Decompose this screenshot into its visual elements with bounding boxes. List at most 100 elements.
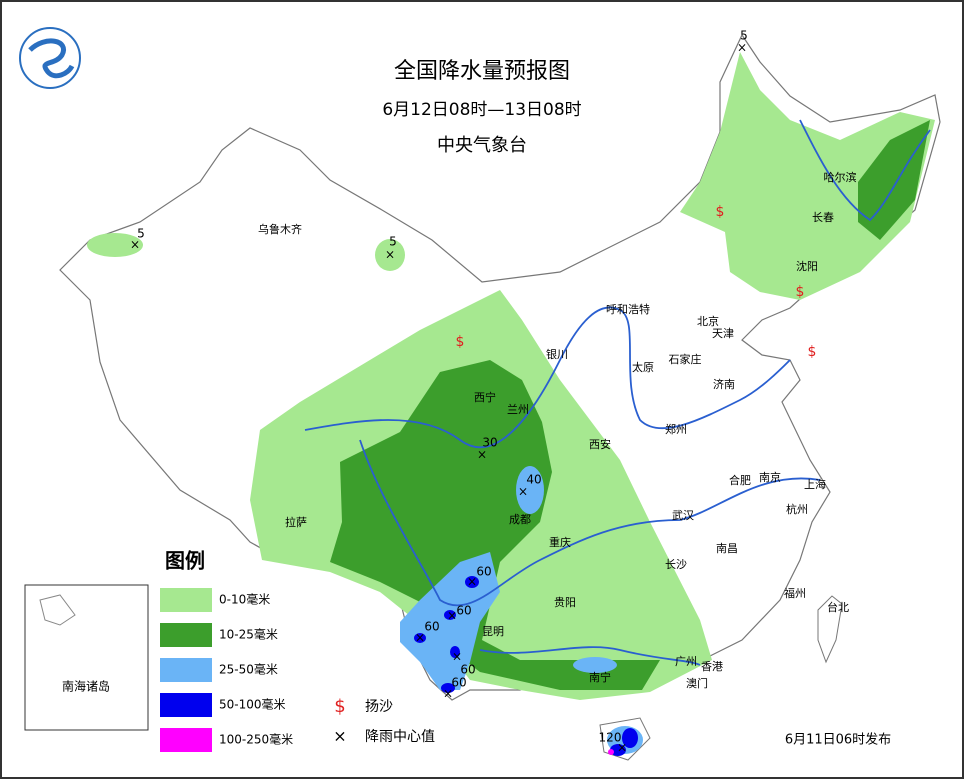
city-label: 南宁	[589, 670, 611, 684]
city-label: 杭州	[786, 502, 808, 516]
rain-center-mark: ×	[130, 238, 140, 252]
pearl-river	[479, 646, 701, 666]
city-label: 西宁	[474, 390, 496, 404]
dust-icon: $	[456, 334, 465, 350]
city-label: 重庆	[549, 535, 571, 549]
rain-center-value: 5	[137, 227, 145, 241]
rain-area	[450, 646, 460, 658]
rain-area	[465, 576, 479, 588]
rain-center-mark: ×	[477, 448, 487, 462]
logo-ring	[19, 27, 81, 89]
legend-symbol-label: 降雨中心值	[365, 729, 435, 745]
city-label: 济南	[713, 377, 735, 391]
city-label: 成都	[509, 513, 531, 526]
logo-swirl	[28, 38, 75, 79]
city-label: 沈阳	[796, 259, 818, 273]
title: 全国降水量预报图	[394, 59, 570, 84]
legend-swatch	[160, 728, 212, 752]
rain-area	[516, 466, 544, 514]
legend-cross-icon: ×	[333, 727, 346, 746]
city-label: 乌鲁木齐	[258, 222, 302, 236]
rain-area	[573, 657, 617, 673]
rain-center-mark: ×	[443, 687, 453, 701]
legend-swatch	[160, 623, 212, 647]
legend-swatch	[160, 588, 212, 612]
rain-center-value: 60	[424, 620, 439, 634]
inset-label: 南海诸岛	[62, 679, 110, 694]
logo	[19, 27, 81, 89]
rain-area	[441, 683, 455, 693]
legend-label: 25-50毫米	[219, 662, 278, 677]
yellow-river	[304, 306, 791, 449]
rain-center-mark: ×	[452, 650, 462, 664]
period: 6月12日08时—13日08时	[382, 100, 581, 120]
rain-center-value: 60	[476, 565, 491, 579]
legend-label: 50-100毫米	[219, 697, 286, 712]
city-label: 南京	[759, 470, 781, 484]
legend-swatch	[160, 693, 212, 717]
rain-center-mark: ×	[518, 485, 528, 499]
city-label: 贵阳	[554, 596, 576, 609]
city-label: 上海	[804, 477, 826, 491]
city-label: 太原	[632, 361, 654, 374]
rain-areas	[87, 52, 935, 756]
city-label: 天津	[712, 327, 734, 340]
legend-swatch	[160, 658, 212, 682]
rain-center-mark: ×	[737, 41, 747, 55]
rain-area	[414, 633, 426, 643]
city-label: 呼和浩特	[606, 302, 650, 316]
rain-area	[444, 610, 456, 620]
rain-center-value: 5	[740, 29, 748, 43]
rain-center-value: 60	[460, 663, 475, 677]
rain-center-mark: ×	[447, 609, 457, 623]
rain-center-value: 120	[599, 731, 622, 745]
dust-icon: $	[716, 204, 725, 220]
rain-center-value: 5	[389, 235, 397, 249]
legend-label: 10-25毫米	[219, 627, 278, 642]
city-label: 长春	[812, 211, 834, 224]
city-label: 香港	[701, 660, 723, 673]
city-label: 兰州	[507, 403, 529, 416]
legend-label: 100-250毫米	[219, 732, 293, 747]
yangtze-river	[359, 439, 821, 607]
rain-center-value: 40	[526, 473, 541, 487]
city-label: 福州	[784, 586, 806, 600]
city-label: 哈尔滨	[824, 170, 857, 184]
issuer: 中央气象台	[437, 135, 527, 156]
city-label: 南昌	[716, 542, 738, 555]
city-label: 长沙	[665, 558, 687, 571]
legend-title: 图例	[165, 549, 205, 573]
songhua-river	[799, 119, 931, 222]
city-label: 石家庄	[669, 352, 702, 366]
rain-center-mark: ×	[467, 575, 477, 589]
legend-dust-icon: $	[334, 696, 345, 717]
legend-symbol-label: 扬沙	[365, 699, 393, 715]
rain-area	[680, 52, 935, 300]
rain-center-mark: ×	[385, 248, 395, 262]
rain-center-value: 60	[451, 676, 466, 690]
city-label: 拉萨	[285, 515, 307, 529]
rain-area	[330, 360, 660, 690]
rain-center-value: 60	[456, 604, 471, 618]
footer: 6月11日06时发布	[785, 732, 891, 748]
rain-area	[858, 120, 930, 240]
rain-area	[610, 744, 626, 756]
city-label: 郑州	[665, 422, 687, 436]
rain-center-mark: ×	[617, 741, 627, 755]
city-label: 澳门	[686, 676, 708, 690]
legend-label: 0-10毫米	[219, 592, 270, 607]
rivers	[304, 119, 931, 666]
city-label: 台北	[827, 600, 849, 614]
inset-coast	[39, 594, 76, 626]
city-label: 合肥	[729, 473, 751, 487]
rain-center-mark: ×	[415, 631, 425, 645]
dust-icon: $	[796, 284, 805, 300]
city-label: 北京	[697, 314, 719, 328]
city-label: 银川	[546, 347, 568, 361]
rain-area	[622, 728, 638, 748]
dust-icon: $	[808, 344, 817, 360]
city-label: 西安	[589, 437, 611, 451]
city-label: 广州	[675, 655, 697, 668]
rain-center-value: 30	[482, 436, 497, 450]
